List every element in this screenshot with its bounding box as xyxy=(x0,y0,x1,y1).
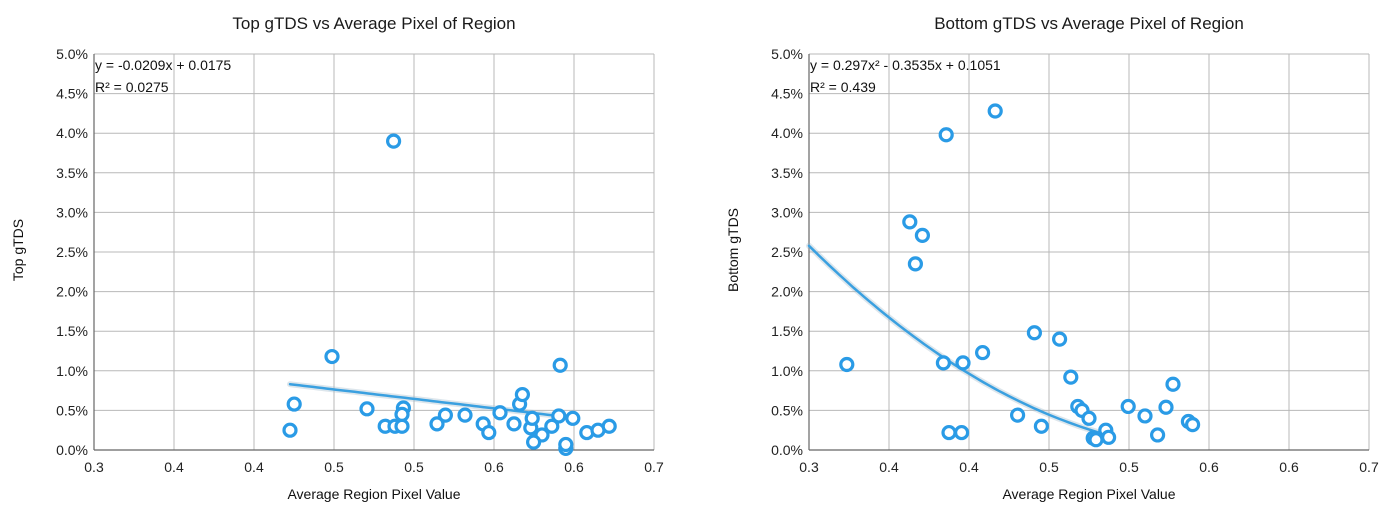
y-tick-label: 4.5% xyxy=(56,86,88,102)
x-tick-label: 0.4 xyxy=(959,459,979,475)
data-point xyxy=(437,407,453,423)
trendline-r-squared: R² = 0.0275 xyxy=(95,79,169,95)
x-axis-label: Average Region Pixel Value xyxy=(287,486,461,502)
x-tick-label: 0.4 xyxy=(244,459,264,475)
data-point xyxy=(975,344,991,361)
x-tick-label: 0.4 xyxy=(164,459,184,475)
trendline-equation: y = -0.0209x + 0.0175 xyxy=(95,57,232,73)
y-tick-label: 1.5% xyxy=(56,323,88,339)
data-point xyxy=(1052,331,1068,347)
data-point xyxy=(938,127,954,143)
data-point xyxy=(565,410,581,426)
y-tick-label: 0.5% xyxy=(56,402,88,418)
data-point xyxy=(524,410,540,426)
y-axis-label: Top gTDS xyxy=(10,218,26,282)
y-tick-label: 1.0% xyxy=(771,363,803,379)
data-point xyxy=(481,424,497,441)
y-tick-label: 2.0% xyxy=(771,284,803,300)
y-tick-label: 2.0% xyxy=(56,284,88,300)
data-point xyxy=(1081,410,1097,426)
data-point xyxy=(955,355,971,371)
data-point xyxy=(839,356,855,373)
y-tick-label: 4.0% xyxy=(56,125,88,141)
y-tick-label: 3.5% xyxy=(56,165,88,181)
data-point xyxy=(1158,399,1174,415)
y-tick-label: 5.0% xyxy=(56,46,88,62)
y-tick-label: 0.5% xyxy=(771,402,803,418)
data-point xyxy=(1165,376,1181,392)
x-tick-label: 0.5 xyxy=(1039,459,1059,475)
data-point xyxy=(1137,408,1153,424)
data-point xyxy=(286,396,302,412)
data-point xyxy=(1063,369,1079,385)
x-tick-label: 0.5 xyxy=(404,459,424,475)
data-point xyxy=(935,355,951,371)
data-point xyxy=(492,405,508,421)
data-point xyxy=(282,422,298,438)
data-point xyxy=(1088,432,1104,448)
data-point xyxy=(551,408,567,424)
data-point xyxy=(1026,325,1042,341)
y-tick-label: 4.0% xyxy=(771,125,803,141)
data-point xyxy=(1033,418,1049,434)
y-axis-label: Bottom gTDS xyxy=(725,207,741,293)
y-tick-label: 2.5% xyxy=(771,244,803,260)
chart-title: Bottom gTDS vs Average Pixel of Region xyxy=(934,14,1244,33)
data-point xyxy=(1010,407,1026,423)
data-point xyxy=(1120,398,1136,415)
data-point xyxy=(987,103,1003,119)
data-point xyxy=(601,418,617,434)
x-tick-label: 0.3 xyxy=(799,459,819,475)
data-point xyxy=(359,401,375,417)
y-tick-label: 1.0% xyxy=(56,363,88,379)
x-tick-label: 0.6 xyxy=(1279,459,1299,475)
y-tick-label: 3.5% xyxy=(771,165,803,181)
data-point xyxy=(907,256,923,272)
x-tick-label: 0.3 xyxy=(84,459,104,475)
bottom-gtds-chart: Bottom gTDS vs Average Pixel of Region 0… xyxy=(715,0,1400,523)
data-point xyxy=(429,416,445,432)
trendline-r-squared: R² = 0.439 xyxy=(810,79,876,95)
data-point xyxy=(954,424,970,441)
data-point xyxy=(902,214,918,230)
data-point xyxy=(324,348,340,365)
data-point xyxy=(552,357,568,373)
x-tick-label: 0.7 xyxy=(1359,459,1379,475)
data-point xyxy=(457,407,473,423)
data-point xyxy=(506,416,522,432)
x-tick-label: 0.6 xyxy=(1199,459,1219,475)
y-tick-label: 0.0% xyxy=(771,442,803,458)
chart-plot-area: 0.0% 0.5% 1.0% 1.5% 2.0% 2.5% 3.0% 3.5% 4.0% 4.5%… xyxy=(771,46,1379,475)
chart-plot-area: 0.0% 0.5% 1.0% 1.5% 2.0% 2.5% 3.0% 3.5% 4.0% 4.5%… xyxy=(56,46,664,475)
data-point xyxy=(1101,429,1117,445)
data-point xyxy=(941,424,957,441)
data-point xyxy=(525,434,542,450)
x-tick-label: 0.5 xyxy=(1119,459,1139,475)
data-point xyxy=(914,227,930,243)
data-point xyxy=(514,386,531,403)
data-point xyxy=(558,436,574,453)
chart-title: Top gTDS vs Average Pixel of Region xyxy=(232,14,516,33)
data-point xyxy=(394,418,410,434)
x-tick-label: 0.5 xyxy=(324,459,344,475)
y-tick-label: 4.5% xyxy=(771,86,803,102)
x-tick-label: 0.6 xyxy=(484,459,504,475)
x-tick-label: 0.4 xyxy=(879,459,899,475)
y-tick-label: 2.5% xyxy=(56,244,88,260)
y-tick-label: 3.0% xyxy=(771,204,803,220)
data-point xyxy=(1150,427,1166,443)
y-tick-label: 0.0% xyxy=(56,442,88,458)
top-gtds-chart: Top gTDS vs Average Pixel of Region 0.0%… xyxy=(10,14,664,502)
data-point xyxy=(544,418,560,434)
data-point xyxy=(1185,417,1201,433)
y-tick-label: 5.0% xyxy=(771,46,803,62)
data-point xyxy=(386,133,402,149)
x-tick-label: 0.6 xyxy=(564,459,584,475)
y-tick-label: 1.5% xyxy=(771,323,803,339)
y-tick-label: 3.0% xyxy=(56,204,88,220)
x-tick-label: 0.7 xyxy=(644,459,664,475)
x-axis-label: Average Region Pixel Value xyxy=(1002,486,1176,502)
data-point xyxy=(394,406,410,422)
trendline-equation: y = 0.297x² - 0.3535x + 0.1051 xyxy=(810,57,1001,73)
